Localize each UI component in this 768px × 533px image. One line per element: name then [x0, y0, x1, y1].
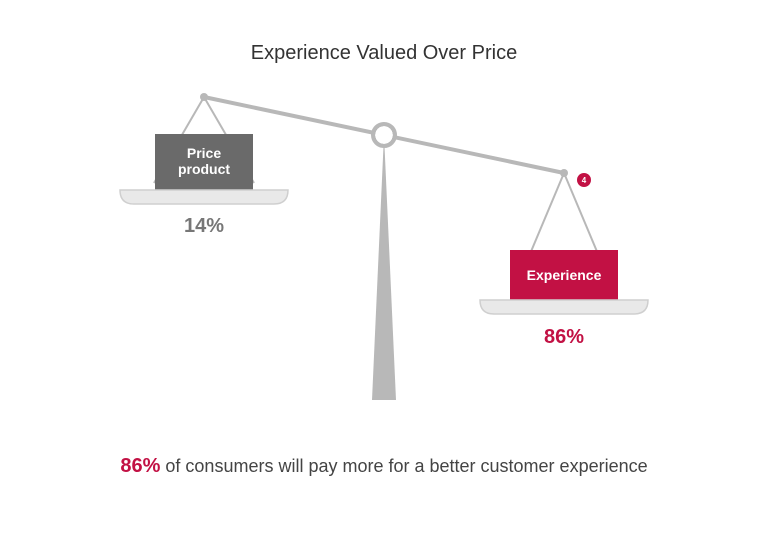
left-pct: 14%: [184, 215, 224, 237]
right-tray: [480, 300, 648, 314]
left-box-label-2: product: [178, 161, 230, 177]
scale-stand: [372, 135, 396, 400]
scale-svg: Price product 14% Experience 86% 4: [0, 70, 768, 420]
left-tray: [120, 190, 288, 204]
left-box-label-1: Price: [187, 145, 221, 161]
footnote-badge-text: 4: [582, 176, 587, 185]
balance-scale: Price product 14% Experience 86% 4: [0, 70, 768, 420]
right-pct: 86%: [544, 326, 584, 348]
caption-highlight: 86%: [120, 455, 160, 477]
chart-title: Experience Valued Over Price: [0, 0, 768, 65]
right-box-label: Experience: [527, 267, 602, 283]
caption: 86% of consumers will pay more for a bet…: [0, 455, 768, 478]
caption-rest: of consumers will pay more for a better …: [160, 456, 647, 476]
